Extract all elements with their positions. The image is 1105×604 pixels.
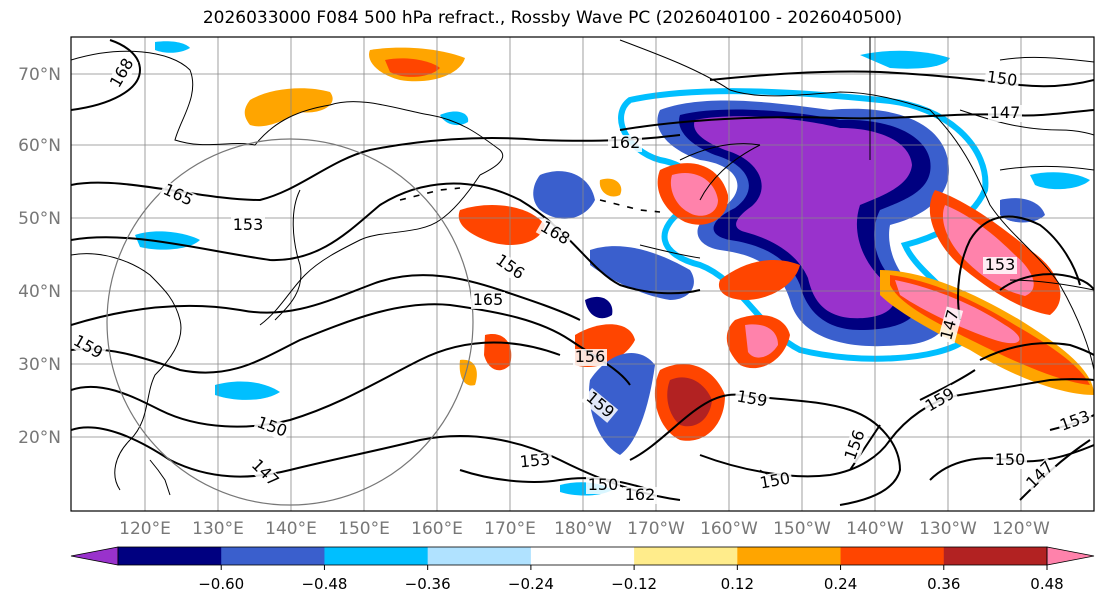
colorbar-segment <box>840 547 945 565</box>
map-frame <box>70 36 1095 512</box>
colorbar-tick-label: 0.12 <box>721 575 754 593</box>
colorbar-tick-label: −0.24 <box>508 575 554 593</box>
lon-label: 160°E <box>411 519 463 539</box>
colorbar-segment <box>324 547 429 565</box>
contour-label: 150 <box>995 450 1026 469</box>
lat-label: 20°N <box>18 428 61 448</box>
contour-label: 162 <box>625 485 656 504</box>
lat-label: 40°N <box>18 282 61 302</box>
longitude-labels: 120°E 130°E 140°E 150°E 160°E 170°E 180°… <box>119 519 1050 539</box>
contour-label: 156 <box>840 427 868 462</box>
projection-circle <box>106 138 474 506</box>
lon-label: 140°W <box>846 519 904 539</box>
colorbar-tick-label: −0.36 <box>405 575 451 593</box>
contour-label-bg <box>68 331 107 364</box>
colorbar-tick-label: −0.60 <box>198 575 244 593</box>
contour-label-bg <box>988 105 1022 122</box>
contour-label-bg <box>252 413 291 442</box>
contour-label: 147 <box>1022 457 1057 492</box>
contour-label-bg <box>1056 407 1095 436</box>
lon-label: 140°E <box>265 519 317 539</box>
contour-label: 153 <box>985 255 1016 274</box>
lon-label: 150°W <box>773 519 831 539</box>
lat-label: 30°N <box>18 355 61 375</box>
contour-label: 150 <box>255 412 290 440</box>
contour-label-bg <box>471 292 505 309</box>
colorbar-tick-label: 0.36 <box>927 575 960 593</box>
height-contours <box>71 39 1094 506</box>
contour-label-bg <box>841 426 870 465</box>
coast-dotted <box>399 187 661 213</box>
contour-label-bg <box>608 135 642 152</box>
colorbar-segment <box>943 547 1048 565</box>
map-title: 2026033000 F084 500 hPa refract., Rossby… <box>202 8 903 28</box>
colorbar <box>70 546 1095 570</box>
lon-label: 170°E <box>484 519 536 539</box>
shaded-field-layer <box>135 41 1094 496</box>
lon-label: 150°E <box>338 519 390 539</box>
contour-label-bg <box>1022 457 1059 494</box>
contour-label: 165 <box>473 290 504 309</box>
contour-label-bg <box>756 470 794 493</box>
colorbar-segment <box>221 547 325 565</box>
colorbar-outline <box>117 546 1048 566</box>
colorbar-segment <box>118 547 222 565</box>
contour-label-bg <box>921 384 960 417</box>
contour-label: 147 <box>248 455 283 490</box>
contour-label: 159 <box>735 386 768 410</box>
lat-label: 70°N <box>18 65 61 85</box>
contour-label-bg <box>573 349 607 366</box>
lon-label: 130°W <box>919 519 977 539</box>
lon-label: 130°E <box>192 519 244 539</box>
colorbar-segment <box>1046 546 1095 566</box>
contour-label-bg <box>586 477 620 494</box>
colorbar-segment <box>427 547 532 565</box>
contour-label: 162 <box>610 133 641 152</box>
contour-label: 156 <box>575 347 606 366</box>
colorbar-segment <box>530 547 635 565</box>
graticule <box>71 37 1094 511</box>
lat-label: 50°N <box>18 209 61 229</box>
colorbar-tick-label: 0.48 <box>1030 575 1063 593</box>
contour-label: 153 <box>233 215 264 234</box>
colorbar-tick-label: −0.48 <box>301 575 347 593</box>
contour-label-bg <box>983 68 1020 91</box>
contour-label-bg <box>246 455 283 492</box>
contour-label: 150 <box>986 67 1019 90</box>
lon-label: 120°E <box>119 519 171 539</box>
contour-label-bg <box>517 451 553 472</box>
coastlines <box>71 37 1094 496</box>
colorbar-tick-labels: −0.60 −0.48 −0.36 −0.24 −0.12 0.12 0.24 0.36 0.4… <box>198 575 1063 593</box>
colorbar-tick-label: −0.12 <box>611 575 657 593</box>
contour-label-bg <box>535 217 574 250</box>
colorbar-segment <box>634 547 738 565</box>
contour-label: 147 <box>990 103 1021 122</box>
lon-label: 180°W <box>554 519 612 539</box>
lon-label: 170°W <box>627 519 685 539</box>
contour-label: 150 <box>758 468 791 492</box>
contour-label-bg <box>733 388 771 411</box>
contour-label-bg <box>231 217 265 234</box>
contour-label: 150 <box>588 475 619 494</box>
contour-label-bg <box>993 452 1027 469</box>
lon-label: 160°W <box>700 519 758 539</box>
contour-label-bg <box>623 487 657 504</box>
contour-label-bg <box>490 250 529 285</box>
colorbar-segment <box>737 547 842 565</box>
contour-label: 153 <box>1057 406 1092 434</box>
contour-label: 153 <box>519 450 551 472</box>
colorbar-tick-label: 0.24 <box>824 575 857 593</box>
contour-label-bg <box>106 54 139 93</box>
colorbar-segment <box>70 546 119 566</box>
contour-label-bg <box>158 180 197 211</box>
contour-label-bg <box>581 387 619 423</box>
lat-label: 60°N <box>18 136 61 156</box>
latitude-labels: 70°N 60°N 50°N 40°N 30°N 20°N <box>18 65 61 448</box>
contour-label-bg <box>983 257 1017 274</box>
lon-label: 120°W <box>992 519 1050 539</box>
